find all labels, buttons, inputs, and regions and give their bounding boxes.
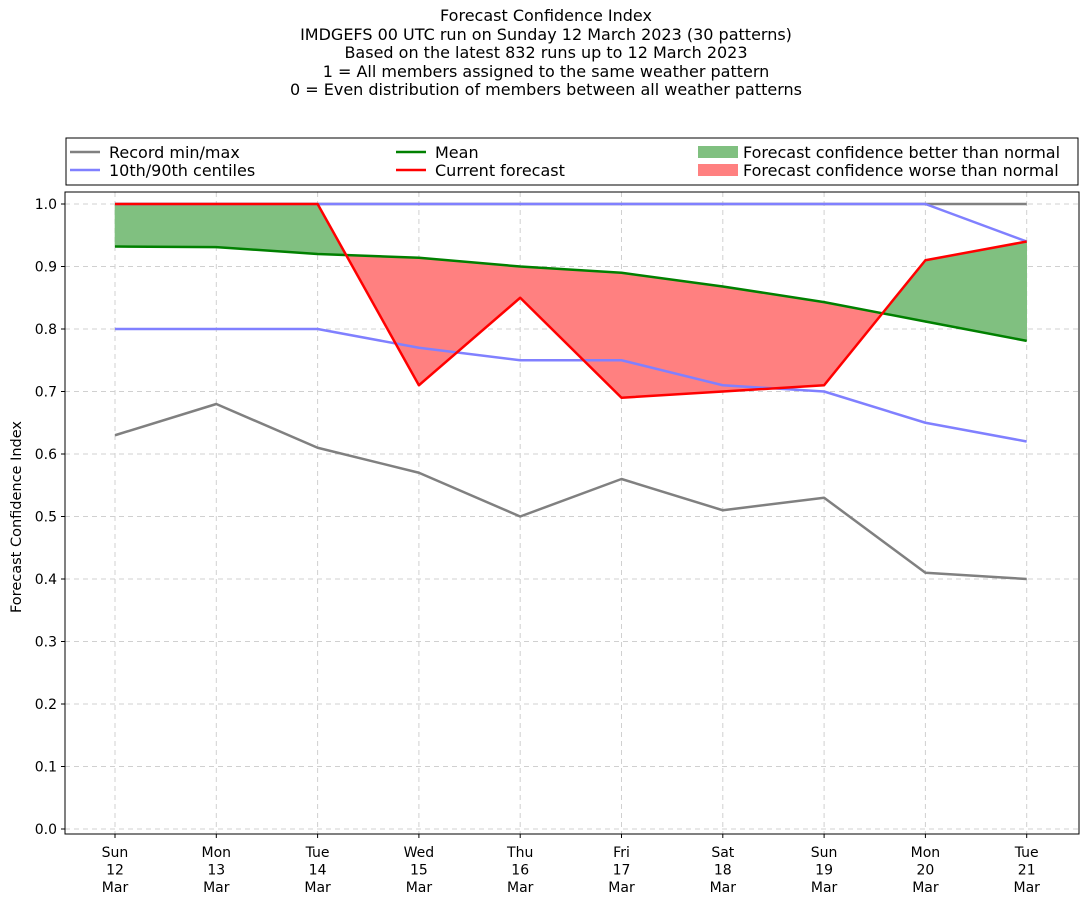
legend-mean: Mean: [396, 143, 479, 162]
chart-title-block: Forecast Confidence Index IMDGEFS 00 UTC…: [0, 6, 1092, 100]
y-tick-label: 1.0: [35, 197, 57, 213]
fill-better-than-normal: [114, 203, 217, 248]
legend-frame: [65, 137, 1079, 186]
y-tick-label: 0.2: [35, 697, 57, 713]
y-tick-label: 0.1: [35, 760, 57, 776]
x-tick-label: Tue 21 Mar: [1013, 845, 1040, 896]
y-tick-label: 0.5: [35, 510, 57, 526]
fill-worse-than-normal: [722, 286, 825, 392]
x-tick-label: Fri 17 Mar: [608, 845, 635, 896]
legend-patch-swatch: [698, 146, 738, 158]
legend-label: Mean: [435, 143, 479, 162]
fill-better-than-normal: [216, 203, 318, 255]
fill-worse-than-normal: [418, 257, 521, 386]
legend-worse-than-normal: Forecast confidence worse than normal: [698, 161, 1059, 180]
legend-label: Forecast confidence worse than normal: [743, 161, 1059, 180]
y-tick-label: 0.4: [35, 572, 57, 588]
y-tick-label: 0.0: [35, 822, 57, 838]
x-tick-label: Thu 16 Mar: [506, 845, 534, 896]
chart-subtitle-one-meaning: 1 = All members assigned to the same wea…: [322, 61, 770, 81]
chart-title: Forecast Confidence Index: [440, 6, 652, 25]
legend-label: 10th/90th centiles: [109, 161, 255, 180]
current-forecast-line: [115, 202, 1027, 399]
record-min-line: [114, 402, 1027, 581]
chart-subtitle-zero-meaning: 0 = Even distribution of members between…: [289, 80, 803, 99]
y-tick-label: 0.9: [35, 260, 57, 276]
p10-line: [115, 327, 1027, 443]
mean-line: [114, 245, 1027, 343]
legend-patch-swatch: [698, 164, 738, 176]
legend-centiles: 10th/90th centiles: [70, 161, 255, 180]
legend-record-min-max: Record min/max: [70, 143, 240, 162]
y-tick-label: 0.6: [35, 447, 57, 463]
legend-label: Record min/max: [109, 143, 240, 162]
legend-current-forecast: Current forecast: [396, 161, 565, 180]
x-tick-label: Sat 18 Mar: [710, 845, 737, 896]
y-tick-label: 0.8: [35, 322, 57, 338]
chart-subtitle-run: IMDGEFS 00 UTC run on Sunday 12 March 20…: [300, 24, 792, 44]
x-tick-label: Wed 15 Mar: [404, 845, 435, 896]
x-tick-label: Tue 14 Mar: [304, 845, 331, 896]
legend-label: Forecast confidence better than normal: [743, 143, 1060, 162]
legend-label: Current forecast: [435, 161, 565, 180]
x-tick-label: Mon 13 Mar: [202, 845, 232, 896]
x-tick-label: Mon 20 Mar: [911, 845, 941, 896]
x-tick-label: Sun 12 Mar: [102, 845, 129, 896]
y-tick-label: 0.3: [35, 635, 57, 651]
y-tick-label: 0.7: [35, 385, 57, 401]
confidence-fills: [114, 202, 1027, 399]
series-lines: [114, 202, 1028, 581]
chart-subtitle-based-on: Based on the latest 832 runs up to 12 Ma…: [344, 43, 748, 62]
axes: 0.0 0.1 0.2 0.3 0.4 0.5 0.6 0.7 0.8 0.9 1.0 Sun 12 Ma…: [35, 191, 1080, 896]
fill-worse-than-normal: [519, 266, 622, 399]
x-tick-label: Sun 19 Mar: [811, 845, 838, 896]
y-axis-label: Forecast Confidence Index: [9, 421, 25, 613]
plot-frame: [64, 191, 1080, 835]
legend-better-than-normal: Forecast confidence better than normal: [698, 143, 1060, 162]
fill-worse-than-normal: [621, 272, 724, 399]
